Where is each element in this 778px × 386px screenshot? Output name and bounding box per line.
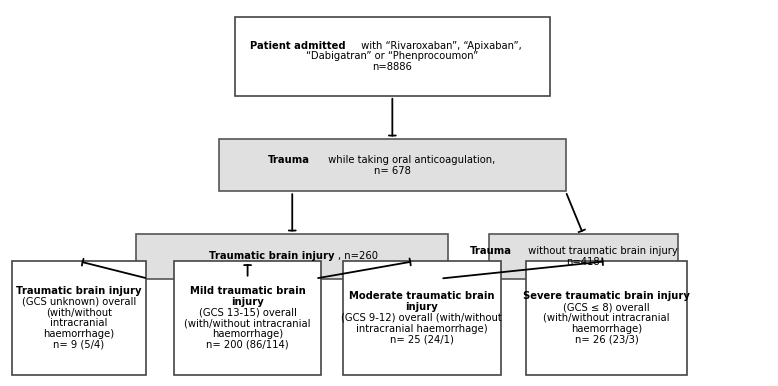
FancyBboxPatch shape xyxy=(489,234,678,279)
Text: “Dabigatran” or “Phenprocoumon”: “Dabigatran” or “Phenprocoumon” xyxy=(307,51,478,61)
Text: haemorrhage): haemorrhage) xyxy=(44,329,114,339)
Text: n= 9 (5/4): n= 9 (5/4) xyxy=(54,340,104,350)
Text: n= 26 (23/3): n= 26 (23/3) xyxy=(574,335,638,345)
FancyBboxPatch shape xyxy=(525,261,687,375)
Text: n=8886: n=8886 xyxy=(373,62,412,72)
Text: (GCS unknown) overall: (GCS unknown) overall xyxy=(22,297,136,307)
Text: (GCS ≤ 8) overall: (GCS ≤ 8) overall xyxy=(563,302,650,312)
Text: (with/without intracranial: (with/without intracranial xyxy=(543,313,670,323)
FancyBboxPatch shape xyxy=(12,261,145,375)
FancyBboxPatch shape xyxy=(136,234,448,279)
Text: without traumatic brain injury: without traumatic brain injury xyxy=(524,246,678,256)
Text: n= 678: n= 678 xyxy=(374,166,411,176)
Text: intracranial haemorrhage): intracranial haemorrhage) xyxy=(356,324,487,334)
Text: n= 200 (86/114): n= 200 (86/114) xyxy=(206,340,289,350)
Text: intracranial: intracranial xyxy=(51,318,107,328)
Text: injury: injury xyxy=(231,297,264,307)
FancyBboxPatch shape xyxy=(342,261,500,375)
Text: Traumatic brain injury: Traumatic brain injury xyxy=(16,286,142,296)
Text: haemorrhage): haemorrhage) xyxy=(212,329,283,339)
FancyBboxPatch shape xyxy=(174,261,321,375)
FancyBboxPatch shape xyxy=(234,17,550,96)
Text: (GCS 13-15) overall: (GCS 13-15) overall xyxy=(198,308,296,318)
Text: Mild traumatic brain: Mild traumatic brain xyxy=(190,286,306,296)
Text: (with/without: (with/without xyxy=(46,308,112,318)
Text: with “Rivaroxaban”, “Apixaban”,: with “Rivaroxaban”, “Apixaban”, xyxy=(358,41,522,51)
Text: injury: injury xyxy=(405,302,438,312)
Text: Traumatic brain injury: Traumatic brain injury xyxy=(209,251,335,261)
Text: Severe traumatic brain injury: Severe traumatic brain injury xyxy=(523,291,690,301)
Text: n=418: n=418 xyxy=(566,257,600,267)
Text: Trauma: Trauma xyxy=(268,155,310,165)
Text: Moderate traumatic brain: Moderate traumatic brain xyxy=(349,291,494,301)
FancyBboxPatch shape xyxy=(219,139,566,191)
Text: Trauma: Trauma xyxy=(470,246,512,256)
Text: (with/without intracranial: (with/without intracranial xyxy=(184,318,311,328)
Text: while taking oral anticoagulation,: while taking oral anticoagulation, xyxy=(325,155,496,165)
Text: haemorrhage): haemorrhage) xyxy=(571,324,642,334)
Text: , n=260: , n=260 xyxy=(338,251,377,261)
Text: (GCS 9-12) overall (with/without: (GCS 9-12) overall (with/without xyxy=(342,313,502,323)
Text: n= 25 (24/1): n= 25 (24/1) xyxy=(390,335,454,345)
Text: Patient admitted: Patient admitted xyxy=(250,41,345,51)
